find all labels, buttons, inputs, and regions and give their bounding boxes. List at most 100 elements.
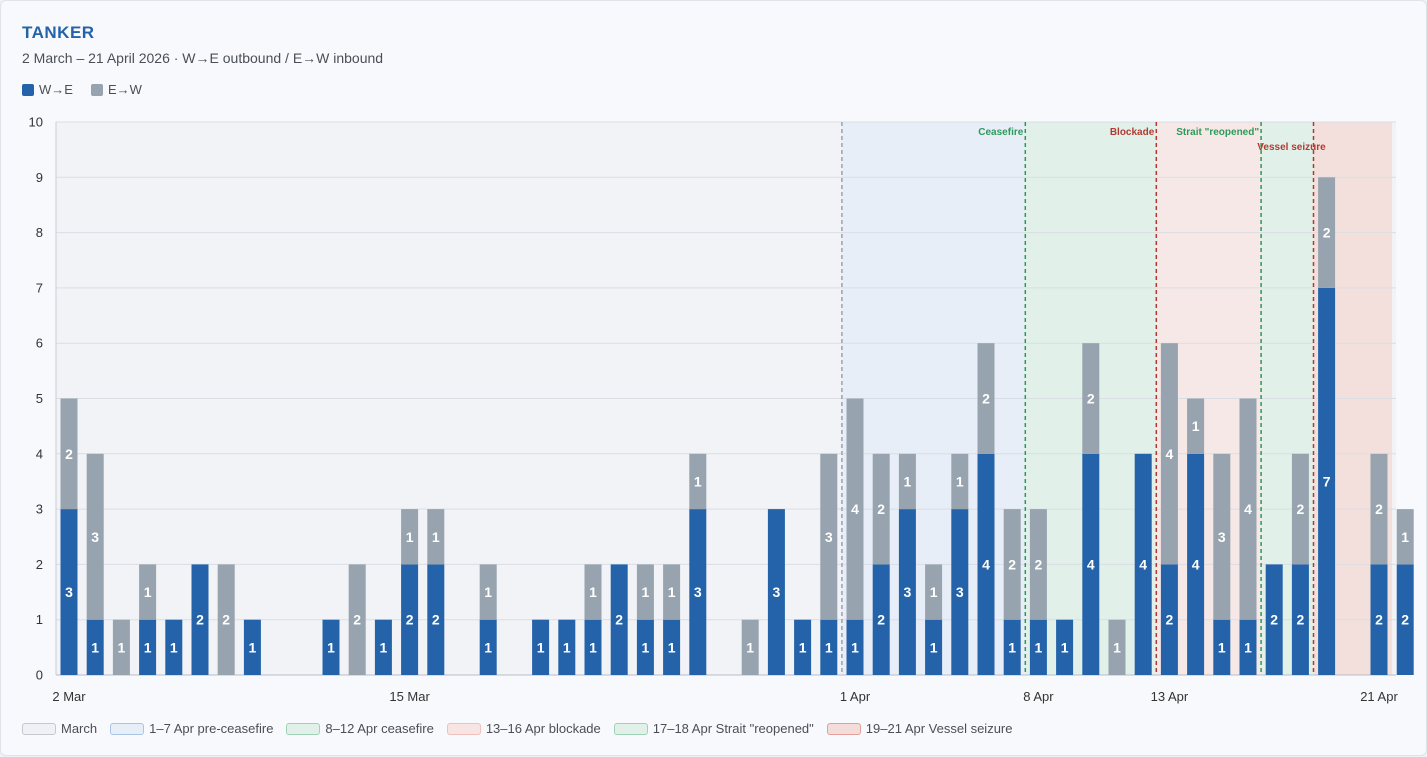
bar-we-day-3 xyxy=(139,619,157,675)
legend-item-ew[interactable]: E→W xyxy=(90,82,142,97)
bar-we-day-28 xyxy=(794,619,812,675)
bar-label-we: 1 xyxy=(537,639,545,655)
bar-label-we: 4 xyxy=(1087,556,1095,572)
bar-ew-day-16 xyxy=(479,564,497,620)
legend-label-we: W→E xyxy=(39,82,73,97)
bar-label-ew: 2 xyxy=(222,612,230,628)
bar-label-we: 1 xyxy=(91,639,99,655)
bar-we-day-47 xyxy=(1291,564,1309,675)
bar-ew-day-33 xyxy=(925,564,943,620)
bar-label-ew: 1 xyxy=(1113,639,1121,655)
bar-we-day-19 xyxy=(558,619,576,675)
bar-label-ew: 2 xyxy=(1323,225,1331,241)
period-label-reopened: 17–18 Apr Strait "reopened" xyxy=(652,721,814,736)
bar-label-we: 2 xyxy=(877,612,885,628)
bar-we-day-30 xyxy=(846,619,864,675)
y-tick-label: 9 xyxy=(36,170,43,185)
bar-ew-day-29 xyxy=(820,453,838,620)
chart-title: TANKER xyxy=(22,23,95,42)
bar-we-day-23 xyxy=(663,619,681,675)
period-label-pre-ceasefire: 1–7 Apr pre-ceasefire xyxy=(149,721,274,736)
period-legend-seizure[interactable]: 19–21 Apr Vessel seizure xyxy=(826,721,1013,736)
x-tick-label: 8 Apr xyxy=(1023,689,1054,704)
bar-label-ew: 1 xyxy=(1192,418,1200,434)
bar-label-ew: 1 xyxy=(904,473,912,489)
bar-label-ew: 1 xyxy=(432,529,440,545)
x-tick-label: 2 Mar xyxy=(52,689,86,704)
y-tick-label: 3 xyxy=(36,502,43,517)
bar-label-ew: 3 xyxy=(825,529,833,545)
bar-label-we: 1 xyxy=(930,639,938,655)
bar-label-we: 1 xyxy=(589,639,597,655)
period-label-blockade: 13–16 Apr blockade xyxy=(485,721,601,736)
bar-label-ew: 2 xyxy=(1375,501,1383,517)
bar-we-day-42 xyxy=(1160,564,1178,675)
bar-label-we: 1 xyxy=(563,639,571,655)
y-tick-label: 7 xyxy=(36,280,43,295)
bar-ew-day-42 xyxy=(1160,343,1178,565)
bar-ew-day-39 xyxy=(1082,343,1100,454)
y-tick-label: 4 xyxy=(36,446,43,461)
bar-ew-day-34 xyxy=(951,453,969,510)
bar-we-day-50 xyxy=(1370,564,1388,675)
bar-label-we: 1 xyxy=(851,639,859,655)
period-legend-ceasefire[interactable]: 8–12 Apr ceasefire xyxy=(286,721,434,736)
period-legend-march[interactable]: March xyxy=(22,721,97,736)
bar-we-day-16 xyxy=(479,619,497,675)
x-tick-label: 1 Apr xyxy=(840,689,871,704)
bar-label-ew: 3 xyxy=(91,529,99,545)
bar-label-we: 1 xyxy=(1008,639,1016,655)
legend-label-ew: E→W xyxy=(107,82,142,97)
bar-we-day-10 xyxy=(322,619,340,675)
bar-we-day-7 xyxy=(243,619,261,675)
bar-we-day-38 xyxy=(1056,619,1074,675)
x-tick-label: 21 Apr xyxy=(1360,689,1398,704)
bar-label-ew: 1 xyxy=(694,473,702,489)
bar-ew-day-20 xyxy=(584,564,602,620)
period-swatch-march xyxy=(22,722,56,735)
period-swatch-ceasefire xyxy=(286,722,321,735)
bar-ew-day-32 xyxy=(898,453,916,510)
period-legend-reopened[interactable]: 17–18 Apr Strait "reopened" xyxy=(613,721,814,736)
bar-ew-day-30 xyxy=(846,398,864,620)
x-tick-label: 15 Mar xyxy=(389,689,430,704)
bar-ew-day-22 xyxy=(636,564,654,620)
bar-label-ew: 2 xyxy=(353,612,361,628)
bar-label-ew: 2 xyxy=(1297,501,1305,517)
period-label-march: March xyxy=(61,721,98,736)
series-legend: W→E E→W xyxy=(22,82,142,97)
y-tick-label: 6 xyxy=(36,336,43,351)
bar-we-day-4 xyxy=(165,619,183,675)
legend-item-we[interactable]: W→E xyxy=(22,82,73,97)
bar-ew-day-44 xyxy=(1213,453,1231,620)
bar-label-we: 1 xyxy=(825,639,833,655)
bar-ew-day-37 xyxy=(1029,509,1047,620)
bar-label-we: 2 xyxy=(406,612,414,628)
bar-label-we: 3 xyxy=(904,584,912,600)
bar-we-day-13 xyxy=(401,564,419,675)
bar-ew-day-48 xyxy=(1318,177,1336,288)
bar-label-ew: 1 xyxy=(668,584,676,600)
bar-label-we: 3 xyxy=(773,584,781,600)
bar-we-day-45 xyxy=(1239,619,1257,675)
period-swatch-seizure xyxy=(826,722,861,735)
bar-label-we: 2 xyxy=(196,612,204,628)
event-label-1: Ceasefire xyxy=(978,127,1023,138)
x-tick-label: 13 Apr xyxy=(1151,689,1189,704)
bar-label-we: 4 xyxy=(1139,556,1147,572)
legend-swatch-ew xyxy=(90,83,103,96)
period-legend-pre-ceasefire[interactable]: 1–7 Apr pre-ceasefire xyxy=(110,721,273,736)
y-tick-label: 1 xyxy=(36,612,43,627)
bar-ew-day-23 xyxy=(663,564,681,620)
event-label-2: Blockade xyxy=(1110,127,1155,138)
period-legend-blockade[interactable]: 13–16 Apr blockade xyxy=(446,721,601,736)
bar-label-we: 1 xyxy=(799,639,807,655)
bar-ew-day-0 xyxy=(60,398,78,510)
bar-we-day-22 xyxy=(636,619,654,675)
bar-label-ew: 1 xyxy=(118,639,126,655)
bar-label-ew: 2 xyxy=(1008,556,1016,572)
bar-label-ew: 1 xyxy=(930,584,938,600)
period-label-seizure: 19–21 Apr Vessel seizure xyxy=(865,721,1013,736)
period-swatch-pre-ceasefire xyxy=(110,722,145,735)
